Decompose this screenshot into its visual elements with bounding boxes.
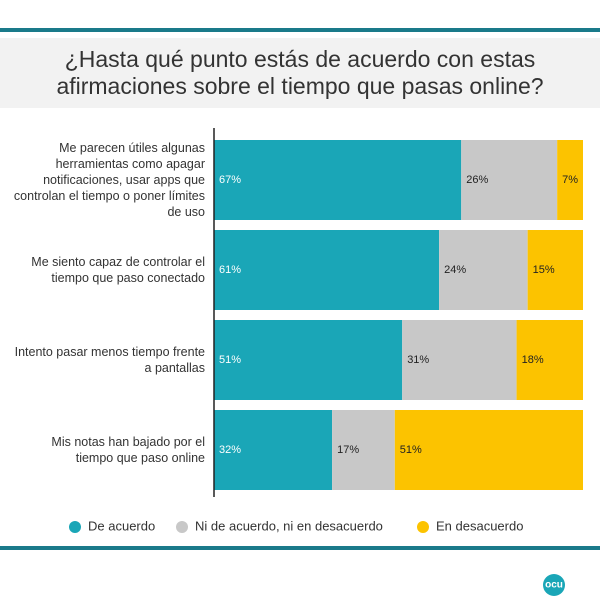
bar-segment [527,230,583,310]
bar-segment [394,410,583,490]
legend-label: Ni de acuerdo, ni en desacuerdo [195,518,383,533]
bottom-rule [0,546,600,550]
value-label: 17% [337,444,359,456]
value-label: 15% [533,264,555,276]
value-label: 18% [522,354,544,366]
value-label: 51% [400,444,422,456]
bar-segment [214,320,403,400]
value-label: 67% [219,174,241,186]
legend-label: De acuerdo [88,518,155,533]
legend-swatch [69,521,81,533]
value-label: 26% [466,174,488,186]
legend-swatch [176,521,188,533]
bar-segment [516,320,583,400]
bar-segment [214,230,440,310]
title-band: ¿Hasta qué punto estás de acuerdo con es… [0,38,600,108]
category-label: Mis notas han bajado por el tiempo que p… [51,435,205,465]
legend-label: En desacuerdo [436,518,523,533]
bar-segment [439,230,528,310]
bar-segment [214,140,462,220]
bar-segment [214,410,333,490]
logo-circle [543,574,565,596]
value-label: 51% [219,354,241,366]
category-label: Intento pasar menos tiempo frente a pant… [14,345,205,375]
value-label: 7% [562,174,578,186]
bar-segment [461,140,558,220]
chart-title: ¿Hasta qué punto estás de acuerdo con es… [56,46,544,99]
value-label: 24% [444,264,466,276]
logo: ocu [545,580,563,591]
value-label: 31% [407,354,429,366]
bar-segment [402,320,517,400]
top-rule [0,28,600,32]
category-label: Me siento capaz de controlar el tiempo q… [31,255,205,285]
bar-segment [557,140,583,220]
value-label: 61% [219,264,241,276]
value-label: 32% [219,444,241,456]
legend-swatch [417,521,429,533]
category-label: Me parecen útiles algunas herramientas c… [13,141,205,219]
bar-segment [332,410,395,490]
